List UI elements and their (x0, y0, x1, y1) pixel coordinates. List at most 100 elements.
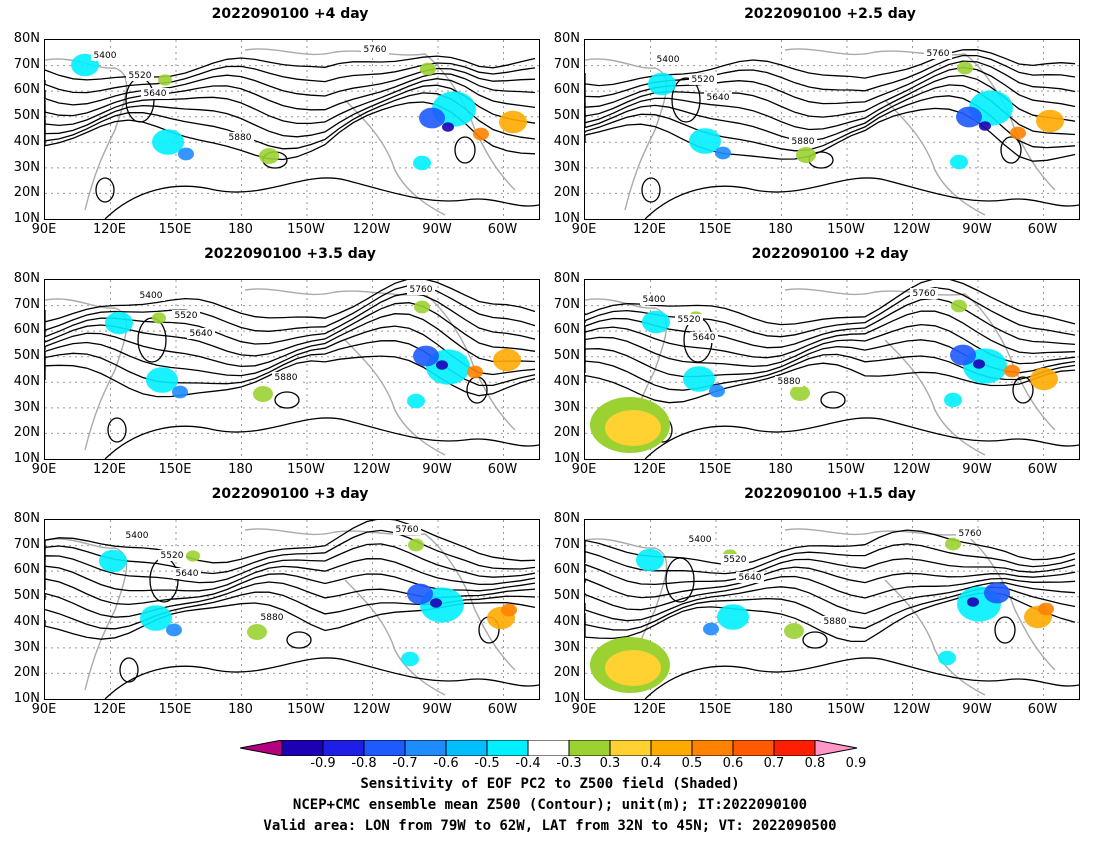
lat-label: 20N (13, 185, 40, 201)
svg-text:5880: 5880 (824, 617, 847, 627)
colorbar (240, 740, 858, 756)
lat-label: 40N (13, 133, 40, 149)
lat-label: 40N (13, 613, 40, 629)
lon-label: 60W (1027, 702, 1058, 717)
svg-text:5640: 5640 (144, 89, 167, 99)
lon-label: 90W (962, 462, 992, 477)
lat-label: 60N (553, 562, 580, 578)
lat-label: 10N (553, 691, 580, 706)
lon-label: 150W (827, 702, 865, 717)
colorbar-label: 0.8 (804, 756, 826, 771)
svg-text:5760: 5760 (364, 45, 387, 55)
lat-label: 70N (13, 536, 40, 552)
contour-label: 5400 (137, 290, 165, 301)
svg-text:5640: 5640 (707, 93, 730, 103)
contour-label: 5760 (361, 44, 389, 55)
lon-label: 180 (768, 462, 793, 477)
contour-label: 5520 (675, 314, 703, 325)
lat-label: 10N (553, 211, 580, 226)
lat-label: 70N (553, 536, 580, 552)
lon-label: 120W (352, 702, 391, 717)
svg-text:5520: 5520 (161, 551, 184, 561)
colorbar-label: -0.3 (556, 756, 582, 771)
lon-label: 120E (92, 462, 127, 477)
lon-label: 60W (1027, 462, 1058, 477)
svg-text:5760: 5760 (927, 49, 950, 59)
lon-label: 180 (228, 702, 253, 717)
lat-label: 50N (13, 108, 40, 124)
lat-label: 30N (13, 639, 40, 655)
colorbar-label: -0.8 (351, 756, 377, 771)
svg-text:5400: 5400 (657, 55, 680, 65)
map-panel-2: 5400 5520 5640 5760 5880 (584, 39, 1080, 220)
contour-label: 5760 (956, 528, 984, 539)
svg-text:5520: 5520 (678, 315, 701, 325)
lat-label: 80N (553, 511, 580, 526)
svg-text:5880: 5880 (778, 377, 801, 387)
contour-label: 5880 (821, 616, 849, 627)
svg-text:5640: 5640 (176, 569, 199, 579)
panel-title-1: 2022090100 +4 day (211, 6, 369, 22)
lon-label: 90E (571, 462, 597, 477)
contour-label: 5520 (158, 550, 186, 561)
map-panel-4: 5400 5520 5640 5760 5880 (584, 279, 1080, 460)
lat-label: 40N (553, 373, 580, 389)
lat-label: 20N (553, 665, 580, 681)
lat-label: 10N (553, 451, 580, 466)
lon-label: 90W (422, 702, 452, 717)
lon-label: 90E (31, 222, 57, 237)
panel-title-5: 2022090100 +3 day (211, 486, 369, 502)
lat-label: 70N (13, 296, 40, 312)
lon-label: 90W (422, 222, 452, 237)
svg-text:5640: 5640 (693, 333, 716, 343)
lon-label: 180 (768, 222, 793, 237)
svg-text:5400: 5400 (643, 295, 666, 305)
lon-label: 90W (962, 222, 992, 237)
caption-valid-area: Valid area: LON from 79W to 62W, LAT fro… (263, 818, 837, 834)
lon-label: 120E (632, 702, 667, 717)
contour-label: 5640 (141, 88, 169, 99)
lon-label: 120E (92, 702, 127, 717)
lat-label: 40N (13, 373, 40, 389)
colorbar-label: 0.7 (763, 756, 785, 771)
map-panel-5: 5400 5520 5640 5760 5880 (44, 519, 540, 700)
lat-label: 30N (553, 159, 580, 175)
contour-label: 5880 (258, 612, 286, 623)
svg-text:5760: 5760 (396, 525, 419, 535)
lat-label: 80N (553, 31, 580, 46)
lon-label: 60W (487, 462, 518, 477)
lon-label: 180 (228, 462, 253, 477)
svg-text:5880: 5880 (792, 137, 815, 147)
lat-label: 10N (13, 211, 40, 226)
contour-label: 5400 (123, 530, 151, 541)
lat-label: 80N (13, 31, 40, 46)
lon-label: 150E (698, 702, 732, 717)
svg-text:5880: 5880 (229, 133, 252, 143)
svg-text:5520: 5520 (129, 71, 152, 81)
contour-label: 5760 (393, 524, 421, 535)
panel-title-3: 2022090100 +3.5 day (204, 246, 376, 262)
svg-text:5400: 5400 (689, 535, 712, 545)
lat-label: 40N (553, 613, 580, 629)
contour-label: 5640 (690, 332, 718, 343)
svg-text:5880: 5880 (275, 373, 298, 383)
colorbar-label: 0.4 (640, 756, 662, 771)
lon-label: 150E (158, 462, 192, 477)
map-panel-3: 5400 5520 5640 5760 5880 (44, 279, 540, 460)
svg-text:5520: 5520 (175, 311, 198, 321)
contour-label: 5400 (640, 294, 668, 305)
lon-label: 120W (892, 462, 931, 477)
contour-label: 5520 (172, 310, 200, 321)
lon-label: 120E (632, 462, 667, 477)
lat-label: 50N (13, 588, 40, 604)
svg-text:5520: 5520 (724, 555, 747, 565)
contour-label: 5880 (272, 372, 300, 383)
lat-label: 80N (553, 271, 580, 286)
svg-text:5400: 5400 (126, 531, 149, 541)
colorbar-label: -0.4 (515, 756, 541, 771)
lon-label: 60W (487, 702, 518, 717)
lat-label: 20N (553, 425, 580, 441)
caption-shaded: Sensitivity of EOF PC2 to Z500 field (Sh… (360, 776, 740, 792)
lat-label: 70N (553, 56, 580, 72)
lon-label: 120W (892, 222, 931, 237)
